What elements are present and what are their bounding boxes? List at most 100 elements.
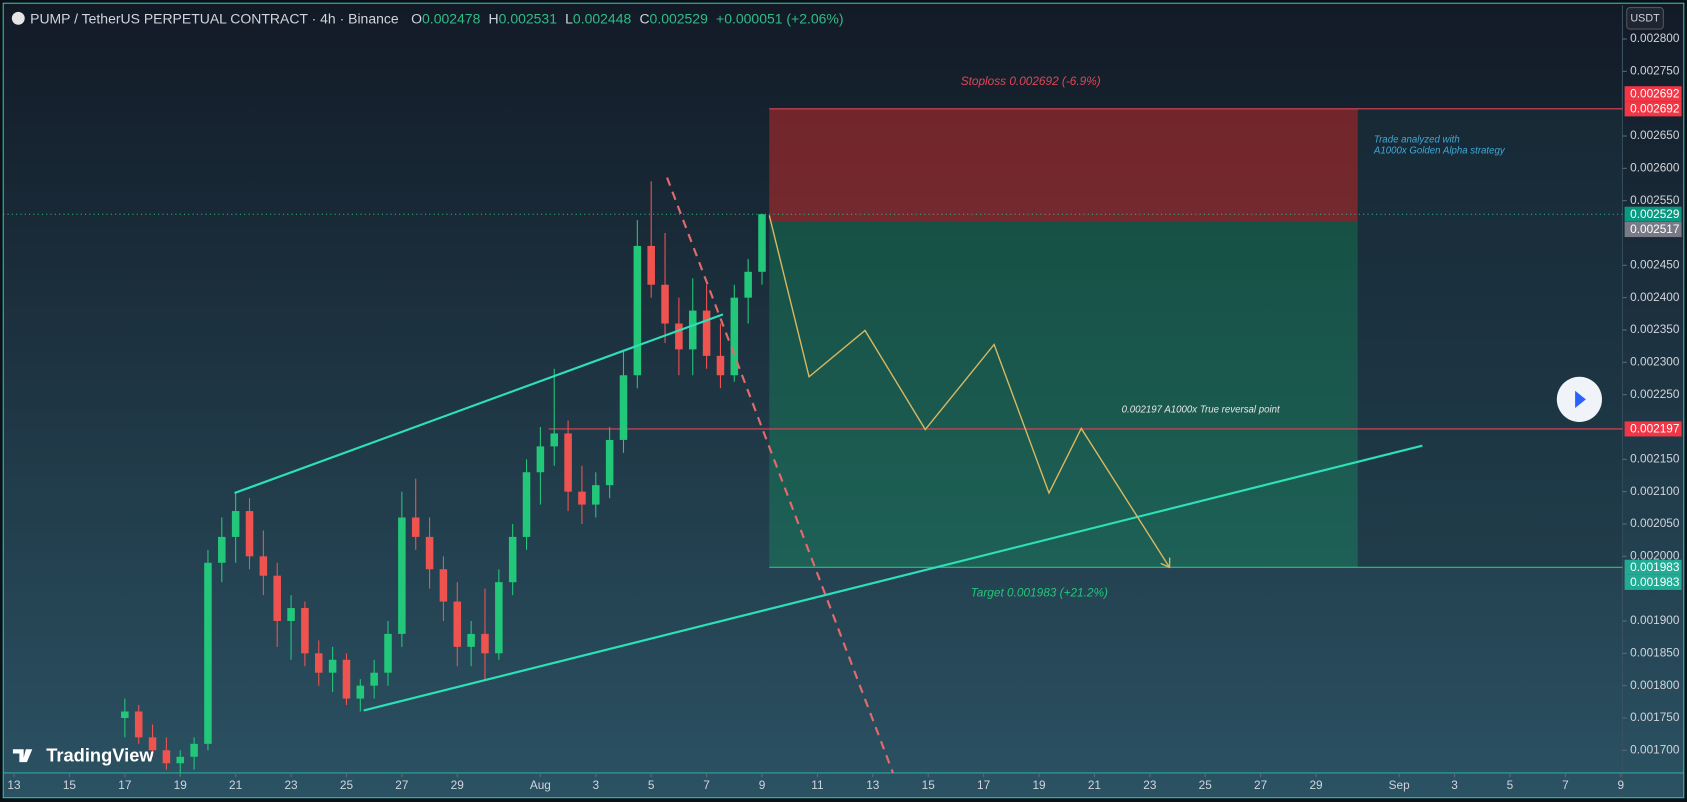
y-tick-label: 0.002000 [1630, 548, 1680, 562]
x-tick-label: 15 [922, 778, 936, 792]
y-tick-label: 0.002800 [1630, 31, 1680, 45]
candle-body [467, 633, 475, 647]
x-tick-label: Sep [1389, 778, 1410, 792]
candle-body [536, 446, 545, 473]
x-tick-label: 29 [451, 778, 465, 792]
y-tick-label: 0.002450 [1630, 257, 1680, 271]
candle-body [162, 750, 171, 764]
ohlc-label: O [411, 10, 422, 26]
x-tick-label: 7 [703, 778, 710, 792]
dashed-trendline [666, 177, 894, 774]
candle-body [245, 511, 254, 557]
x-tick-label: 9 [759, 778, 766, 792]
x-tick-label: 7 [1562, 778, 1569, 792]
x-tick-label: 11 [811, 778, 823, 792]
price-tag-label: 0.002692 [1630, 102, 1679, 116]
currency-button[interactable] [1626, 6, 1664, 30]
price-tag [1624, 86, 1682, 102]
candle-body [647, 245, 655, 285]
candle-body [702, 310, 711, 356]
candle-body [301, 608, 309, 654]
x-tick-label: 13 [866, 778, 880, 792]
candle-body [204, 562, 212, 744]
projection-path [768, 215, 1169, 567]
target-label: Target 0.001983 (+21.2%) [971, 585, 1108, 599]
x-tick-label: 23 [1143, 778, 1157, 792]
candle-body [356, 685, 365, 699]
candle-body [259, 556, 268, 576]
x-tick-label: 21 [1088, 778, 1101, 792]
x-tick-label: 25 [340, 778, 354, 792]
candle-body [218, 536, 226, 563]
x-tick-label: 5 [648, 778, 655, 792]
x-tick-label: 27 [1254, 778, 1267, 792]
x-tick-label: 25 [1199, 778, 1213, 792]
target-zone [769, 222, 1358, 568]
y-tick-label: 0.002750 [1630, 63, 1680, 77]
candle-body [661, 284, 669, 324]
ohlc-value: 0.002531 [499, 10, 558, 26]
channel-upper [234, 313, 724, 495]
x-tick-label: 17 [977, 778, 990, 792]
x-tick-label: Aug [530, 778, 551, 792]
symbol-title: PUMP / TetherUS PERPETUAL CONTRACT · 4h … [30, 10, 399, 26]
candle-body [398, 517, 406, 634]
y-tick-label: 0.002050 [1630, 516, 1680, 530]
candle-body [522, 472, 531, 537]
x-tick-label: 13 [7, 778, 21, 792]
candle-body [121, 711, 129, 718]
strategy-label: Trade analyzed with [1374, 135, 1460, 146]
candle-body [508, 536, 517, 583]
price-tag [1624, 559, 1682, 575]
candle-body [688, 310, 697, 350]
price-tag [1624, 206, 1682, 222]
candle-body [564, 433, 572, 492]
candle-body [495, 582, 503, 654]
play-button[interactable] [1556, 376, 1603, 422]
ohlc-label: L [565, 10, 573, 26]
play-icon[interactable] [1575, 390, 1586, 408]
candle-body [273, 575, 281, 621]
candle-body [425, 536, 434, 570]
channel-lower [363, 444, 1423, 712]
candle-body [439, 569, 448, 602]
x-tick-label: 3 [1451, 778, 1458, 792]
analysis-zone [1357, 108, 1623, 568]
symbol-logo [11, 11, 25, 25]
x-tick-label: 9 [1617, 778, 1624, 792]
change: +0.000051 (+2.06%) [716, 10, 843, 26]
candle-body [134, 711, 143, 738]
x-tick-label: 3 [592, 778, 599, 792]
y-tick-label: 0.002600 [1630, 160, 1680, 174]
price-tag-label: 0.001983 [1630, 560, 1680, 574]
candle-body [633, 245, 642, 376]
y-tick-label: 0.002650 [1630, 128, 1680, 142]
watermark-text: TradingView [46, 745, 154, 766]
y-tick-label: 0.001750 [1630, 710, 1680, 724]
candle-body [453, 601, 462, 647]
stop-zone [769, 108, 1358, 223]
x-tick-label: 19 [1032, 778, 1046, 792]
price-tag [1624, 101, 1682, 117]
ohlc-label: C [639, 10, 649, 26]
x-tick-label: 17 [118, 778, 131, 792]
ohlc-label: H [489, 10, 499, 26]
candle-body [231, 511, 240, 537]
candle-body [328, 659, 337, 673]
price-tag-label: 0.002529 [1630, 207, 1680, 221]
x-tick-label: 27 [395, 778, 408, 792]
candle-body [190, 743, 198, 757]
plot-layer [3, 108, 1623, 777]
y-tick-label: 0.002250 [1630, 387, 1680, 401]
price-tag-label: 0.002197 [1630, 422, 1679, 436]
candle-body [148, 737, 157, 751]
strategy-label: A1000x Golden Alpha strategy [1373, 145, 1506, 156]
x-tick-label: 5 [1507, 778, 1514, 792]
header-text: PUMP / TetherUS PERPETUAL CONTRACT · 4h … [30, 10, 843, 26]
y-tick-label: 0.002350 [1630, 322, 1680, 336]
stoploss-label: Stoploss 0.002692 (-6.9%) [961, 74, 1101, 88]
candle-body [384, 633, 392, 673]
price-tag [1624, 222, 1682, 238]
